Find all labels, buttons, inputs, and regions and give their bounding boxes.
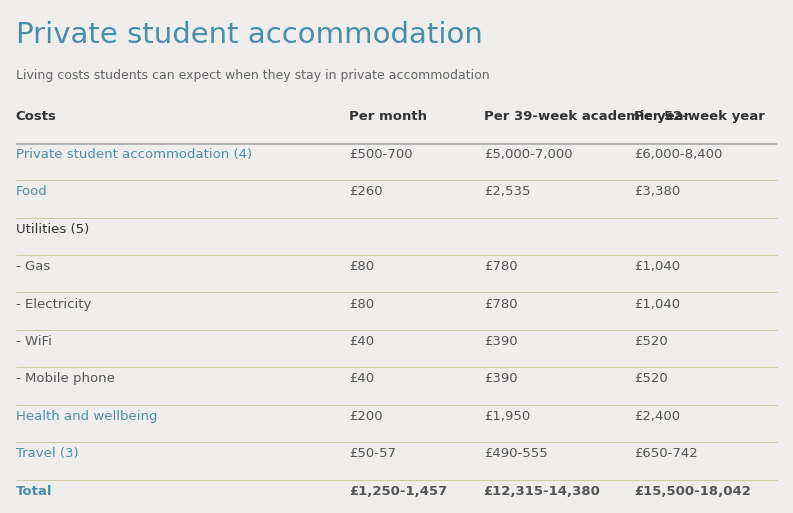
Text: £3,380: £3,380: [634, 185, 680, 198]
Text: £490-555: £490-555: [484, 447, 547, 460]
Text: £40: £40: [349, 335, 374, 348]
Text: £15,500-18,042: £15,500-18,042: [634, 485, 751, 498]
Text: Travel (3): Travel (3): [16, 447, 79, 460]
Text: - Mobile phone: - Mobile phone: [16, 372, 115, 385]
Text: £80: £80: [349, 260, 374, 273]
Text: £260: £260: [349, 185, 382, 198]
Text: £12,315-14,380: £12,315-14,380: [484, 485, 600, 498]
Text: £1,040: £1,040: [634, 260, 680, 273]
Text: £200: £200: [349, 410, 382, 423]
Text: Per 39-week academic year: Per 39-week academic year: [484, 110, 690, 123]
Text: £1,040: £1,040: [634, 298, 680, 310]
Text: £390: £390: [484, 372, 517, 385]
Text: Utilities (5): Utilities (5): [16, 223, 89, 235]
Text: £390: £390: [484, 335, 517, 348]
Text: Private student accommodation (4): Private student accommodation (4): [16, 148, 252, 161]
Text: £1,950: £1,950: [484, 410, 530, 423]
Text: £5,000-7,000: £5,000-7,000: [484, 148, 573, 161]
Text: £2,400: £2,400: [634, 410, 680, 423]
Text: Total: Total: [16, 485, 52, 498]
Text: Living costs students can expect when they stay in private accommodation: Living costs students can expect when th…: [16, 69, 489, 82]
Text: £6,000-8,400: £6,000-8,400: [634, 148, 722, 161]
Text: £40: £40: [349, 372, 374, 385]
Text: £780: £780: [484, 298, 517, 310]
Text: Food: Food: [16, 185, 48, 198]
Text: Per month: Per month: [349, 110, 427, 123]
Text: £80: £80: [349, 298, 374, 310]
Text: Health and wellbeing: Health and wellbeing: [16, 410, 157, 423]
Text: Costs: Costs: [16, 110, 57, 123]
Text: £50-57: £50-57: [349, 447, 396, 460]
Text: - Electricity: - Electricity: [16, 298, 91, 310]
Text: £650-742: £650-742: [634, 447, 698, 460]
Text: £520: £520: [634, 372, 668, 385]
Text: £780: £780: [484, 260, 517, 273]
Text: - WiFi: - WiFi: [16, 335, 52, 348]
Text: Private student accommodation: Private student accommodation: [16, 21, 483, 49]
Text: - Gas: - Gas: [16, 260, 50, 273]
Text: £520: £520: [634, 335, 668, 348]
Text: £2,535: £2,535: [484, 185, 531, 198]
Text: Per 52-week year: Per 52-week year: [634, 110, 765, 123]
Text: £1,250-1,457: £1,250-1,457: [349, 485, 447, 498]
Text: £500-700: £500-700: [349, 148, 412, 161]
